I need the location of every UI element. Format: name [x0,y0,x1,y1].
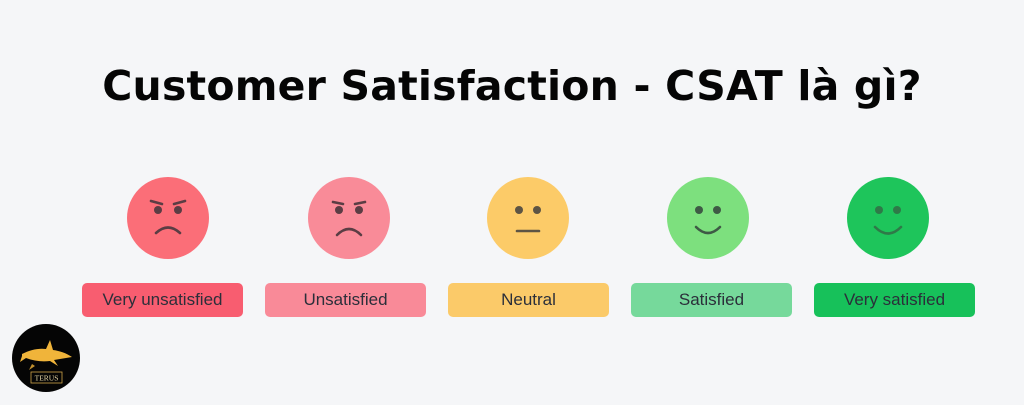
terus-logo: TERUS [12,324,80,392]
shark-logo-icon: TERUS [20,340,72,384]
satisfied-face-icon [667,177,749,259]
logo-text: TERUS [35,374,59,383]
very-satisfied-face-icon [847,177,929,259]
unsatisfied-face-icon [308,177,390,259]
very-unsatisfied-label: Very unsatisfied [82,283,243,317]
very-satisfied-label: Very satisfied [814,283,975,317]
page-title: Customer Satisfaction - CSAT là gì? [102,62,922,110]
unsatisfied-label: Unsatisfied [265,283,426,317]
neutral-face-icon [487,177,569,259]
neutral-label: Neutral [448,283,609,317]
very-unsatisfied-face-icon [127,177,209,259]
satisfied-label: Satisfied [631,283,792,317]
